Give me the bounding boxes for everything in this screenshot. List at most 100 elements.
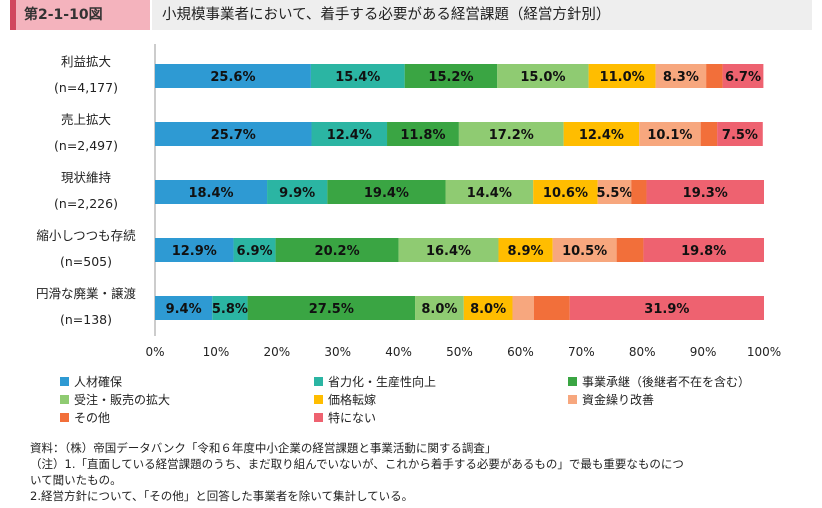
x-tick-label: 70% [568,345,595,359]
bar-segment [458,122,564,146]
data-label: 25.7% [211,128,256,143]
legend-swatch [60,413,69,422]
bar-segment [233,238,276,262]
legend-label: 価格転嫁 [328,393,377,407]
legend-label: 事業承継（後継者不在を含む） [582,375,751,389]
category-label: 現状維持 [61,170,111,185]
bar-segment [155,64,311,88]
bar-segment [387,122,459,146]
note-1: （注）1.「直面している経営課題のうち、まだ取り組んでいないが、これから着手する… [30,457,684,471]
figure-label: 第2-1-10図 [10,0,150,30]
bar-segment [631,180,647,204]
x-tick-label: 10% [203,345,230,359]
stacked-bar-chart: 0% 10% 20% 30% 40% 50% 60% 70% 80% 90% 100% 利益拡大 (n=… [36,44,781,359]
bar-segment [588,64,656,88]
legend-swatch [60,377,69,386]
x-tick-label: 60% [507,345,534,359]
legend-swatch [60,395,69,404]
x-tick-label: 100% [747,345,781,359]
note-2: 2.経営方針について、「その他」と回答した事業者を除いて集計している。 [30,489,414,503]
legend-item: 省力化・生産性向上 [314,374,436,390]
category-n-label: (n=2,226) [54,196,118,211]
data-label: 15.2% [428,70,473,85]
data-label: 12.4% [579,128,624,143]
bar-segment [311,122,388,146]
data-label: 12.4% [327,128,372,143]
legend-label: 資金繰り改善 [582,393,655,407]
bar-segment [155,296,213,320]
source-note: 資料：（株）帝国データバンク「令和６年度中小企業の経営課題と事業活動に関する調査… [30,441,497,455]
x-tick-label: 0% [145,345,164,359]
legend-swatch [314,395,323,404]
bar-segment [639,122,701,146]
category-n-label: (n=138) [60,312,112,327]
data-label: 9.9% [279,186,315,201]
legend-label: 受注・販売の拡大 [74,393,171,407]
x-tick-label: 30% [324,345,351,359]
bar-segment [267,180,328,204]
data-label: 8.3% [663,70,699,85]
data-label: 12.9% [172,244,217,259]
data-label: 25.6% [210,70,255,85]
legend-label: その他 [74,411,111,425]
x-tick-label: 80% [629,345,656,359]
data-label: 8.9% [508,244,544,259]
data-label: 11.8% [400,128,445,143]
data-label: 10.6% [543,186,588,201]
figure-title: 小規模事業者において、着手する必要がある経営課題（経営方針別） [152,0,812,30]
bar-segment [616,238,644,262]
category-label: 円滑な廃業・譲渡 [36,286,137,301]
x-tick-label: 20% [263,345,290,359]
category-label: 売上拡大 [61,112,111,127]
legend-swatch [568,395,577,404]
data-label: 5.8% [212,302,248,317]
bar-segment [212,296,248,320]
legend-label: 省力化・生産性向上 [328,375,437,389]
data-label: 17.2% [489,128,534,143]
bar-segment [247,296,416,320]
bar-segment [445,180,534,204]
legend-item: 事業承継（後継者不在を含む） [568,374,750,390]
legend-swatch [314,377,323,386]
bar-segment [463,296,513,320]
data-label: 18.4% [188,186,233,201]
bar-segment [497,64,589,88]
legend-item: 特にない [314,410,376,426]
x-tick-label: 50% [446,345,473,359]
bar-segment [275,238,399,262]
bar-segment [597,180,632,204]
category-n-label: (n=505) [60,254,112,269]
data-label: 14.4% [467,186,512,201]
data-label: 10.5% [562,244,607,259]
data-label: 19.3% [683,186,728,201]
data-label: 20.2% [315,244,360,259]
data-label: 8.0% [421,302,457,317]
legend-label: 特にない [328,411,377,425]
bar-segment [569,296,764,320]
data-label: 19.4% [364,186,409,201]
bar-segment [533,180,598,204]
legend-item: 受注・販売の拡大 [60,392,170,408]
data-label: 5.5% [596,186,632,201]
bar-segment [155,238,234,262]
data-label: 10.1% [647,128,692,143]
bar-segment [415,296,464,320]
bar-segment [552,238,617,262]
bar-segment [643,238,764,262]
bar-segment [533,296,570,320]
data-label: 15.0% [520,70,565,85]
bar-segment [717,122,763,146]
bar-segment [655,64,707,88]
bar-segment [155,180,268,204]
bar-segment [722,64,764,88]
data-label: 6.7% [725,70,761,85]
legend-item: 資金繰り改善 [568,392,654,408]
data-label: 16.4% [426,244,471,259]
bar-segment [155,122,312,146]
bar-segment [327,180,446,204]
notes: 資料：（株）帝国データバンク「令和６年度中小企業の経営課題と事業活動に関する調査… [30,440,810,504]
category-label: 利益拡大 [61,54,111,69]
bar-segment [404,64,498,88]
data-label: 6.9% [237,244,273,259]
legend-label: 人材確保 [74,375,123,389]
